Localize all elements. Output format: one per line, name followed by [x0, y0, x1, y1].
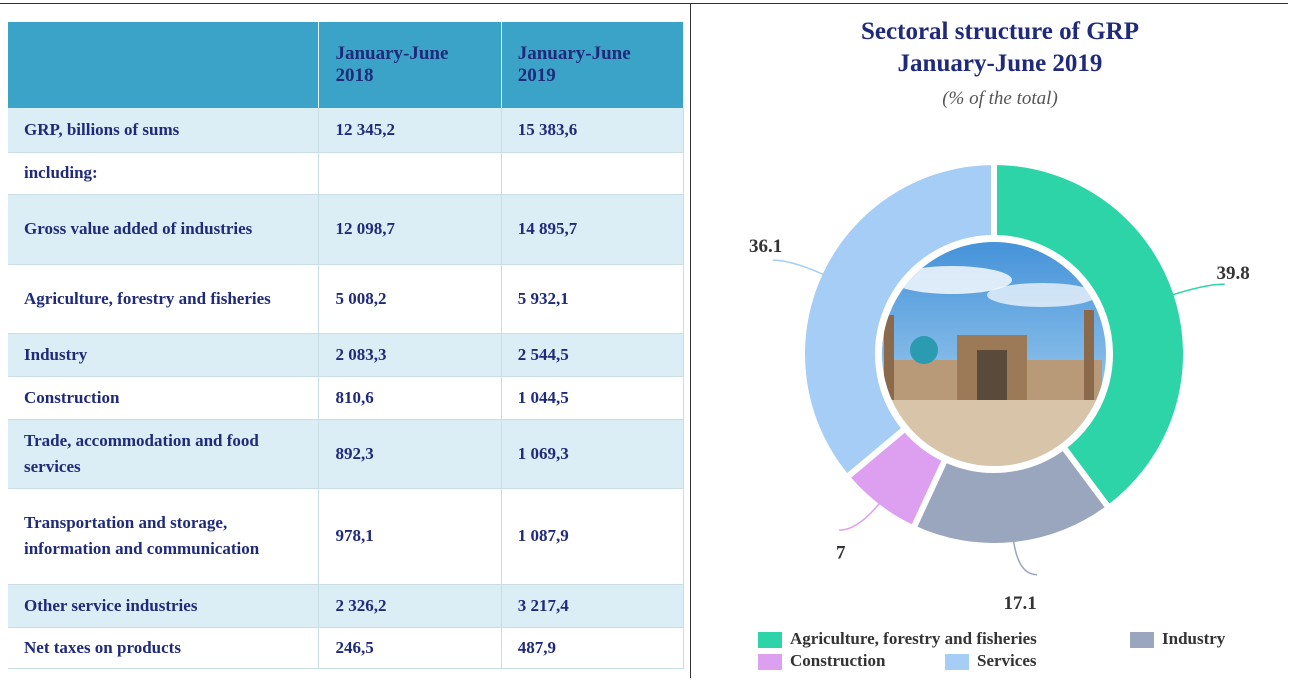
data-label: 17.1 [1003, 593, 1036, 614]
legend-label: Construction [790, 651, 886, 670]
table-row: including: [8, 152, 684, 194]
row-label: Other service industries [8, 584, 319, 627]
row-label: Gross value added of industries [8, 194, 319, 264]
row-label: Industry [8, 333, 319, 376]
chart: 39.8 17.1 7 36.1 Agriculture, forestry and f… [692, 110, 1292, 680]
value-cell: 5 008,2 [319, 264, 501, 333]
value-cell: 810,6 [319, 376, 501, 419]
empty-cell [501, 152, 683, 194]
value-cell: 5 932,1 [501, 264, 683, 333]
value-cell: 12 098,7 [319, 194, 501, 264]
value-cell: 487,9 [501, 627, 683, 668]
row-label: Transportation and storage, information … [8, 488, 319, 584]
value-cell: 2 083,3 [319, 333, 501, 376]
header-cell: January-June 2019 [501, 22, 683, 108]
value-cell: 15 383,6 [501, 108, 683, 152]
legend-label: Services [977, 651, 1037, 670]
table-row: Transportation and storage, information … [8, 488, 684, 584]
value-cell: 12 345,2 [319, 108, 501, 152]
legend-swatch [758, 632, 782, 648]
value-cell: 978,1 [319, 488, 501, 584]
header-cell: January-June 2018 [319, 22, 501, 108]
legend-swatch [758, 654, 782, 670]
legend-label: Agriculture, forestry and fisheries [790, 629, 1037, 648]
row-label: Trade, accommodation and food services [8, 419, 319, 488]
legend-swatch [1130, 632, 1154, 648]
data-label: 36.1 [749, 236, 782, 257]
value-cell: 1 069,3 [501, 419, 683, 488]
value-cell: 246,5 [319, 627, 501, 668]
page: {"table": {"header": ["January-June 2018… [0, 0, 1297, 688]
row-label: Net taxes on products [8, 627, 319, 668]
empty-cell [319, 152, 501, 194]
chart-subtitle: (% of the total) [820, 88, 1180, 110]
legend-label: Industry [1162, 629, 1226, 648]
value-cell: 2 544,5 [501, 333, 683, 376]
value-cell: 1 044,5 [501, 376, 683, 419]
legend-swatch [945, 654, 969, 670]
top-rule [0, 3, 1288, 4]
value-cell: 3 217,4 [501, 584, 683, 627]
divider [690, 3, 691, 678]
chart-title: Sectoral structure of GRP January-June 2… [820, 16, 1180, 80]
data-label: 7 [836, 542, 846, 563]
value-cell: 892,3 [319, 419, 501, 488]
row-label: Agriculture, forestry and fisheries [8, 264, 319, 333]
header-cell [8, 22, 319, 108]
value-cell: 14 895,7 [501, 194, 683, 264]
data-label: 39.8 [1217, 263, 1250, 284]
row-label: GRP, billions of sums [8, 108, 319, 152]
row-label: including: [8, 152, 319, 194]
row-label: Construction [8, 376, 319, 419]
value-cell: 2 326,2 [319, 584, 501, 627]
value-cell: 1 087,9 [501, 488, 683, 584]
